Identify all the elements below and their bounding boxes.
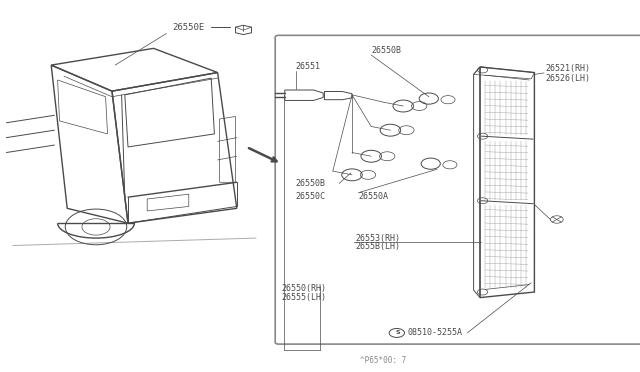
Text: 08510-5255A: 08510-5255A [407, 328, 462, 337]
Text: 26555(LH): 26555(LH) [282, 293, 326, 302]
Text: 26521(RH): 26521(RH) [545, 64, 590, 73]
Text: 2655B(LH): 2655B(LH) [355, 242, 400, 251]
Text: 26550B: 26550B [371, 46, 401, 55]
Text: ^P65*00: 7: ^P65*00: 7 [360, 356, 406, 365]
Text: 26553(RH): 26553(RH) [355, 234, 400, 243]
Text: 26551: 26551 [296, 62, 321, 71]
Text: 26550C: 26550C [296, 192, 326, 201]
Text: 26550B: 26550B [296, 179, 326, 188]
Text: 26550A: 26550A [358, 192, 388, 201]
Text: S: S [395, 330, 400, 336]
Text: 26550E: 26550E [173, 23, 205, 32]
Text: 26550(RH): 26550(RH) [282, 284, 326, 293]
FancyBboxPatch shape [275, 35, 640, 344]
Text: 26526(LH): 26526(LH) [545, 74, 590, 83]
